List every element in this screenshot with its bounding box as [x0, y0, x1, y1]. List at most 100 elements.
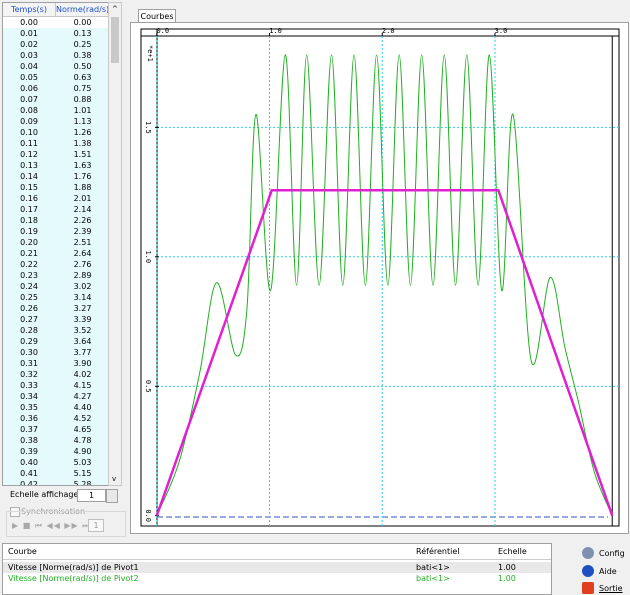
table-row[interactable]: 0.12 1.51 — [3, 149, 109, 160]
x-tick-label: 0.0 — [156, 27, 169, 35]
exit-button[interactable]: Sortie — [599, 584, 623, 593]
norm-cell: 3.64 — [73, 337, 92, 346]
table-row[interactable]: 0.39 4.90 — [3, 446, 109, 457]
table-row[interactable]: 0.22 2.76 — [3, 259, 109, 270]
norm-cell: 0.00 — [73, 18, 92, 27]
time-cell: 0.35 — [20, 403, 38, 412]
table-row[interactable]: 0.41 5.15 — [3, 468, 109, 479]
scale-cell: 1.00 — [498, 563, 516, 572]
norm-cell: 4.78 — [73, 436, 92, 445]
tab[interactable]: Courbes — [138, 9, 176, 23]
time-cell: 0.23 — [20, 271, 38, 280]
table-row[interactable]: 0.10 1.26 — [3, 127, 109, 138]
table-row[interactable]: 0.20 2.51 — [3, 237, 109, 248]
table-row[interactable]: 0.24 3.02 — [3, 281, 109, 292]
config-icon[interactable] — [582, 547, 594, 559]
norm-cell: 4.40 — [73, 403, 92, 412]
table-row[interactable]: 0.18 2.26 — [3, 215, 109, 226]
table-row[interactable]: 0.00 0.00 — [3, 17, 109, 28]
table-row[interactable]: 0.42 5.28 — [3, 479, 109, 486]
table-row[interactable]: 0.02 0.25 — [3, 39, 109, 50]
time-cell: 0.11 — [20, 139, 38, 148]
table-row[interactable]: 0.34 4.27 — [3, 391, 109, 402]
table-row[interactable]: 0.11 1.38 — [3, 138, 109, 149]
table-row[interactable]: 0.16 2.01 — [3, 193, 109, 204]
series-line — [155, 189, 614, 517]
norm-cell: 3.77 — [73, 348, 92, 357]
time-cell: 0.10 — [20, 128, 38, 137]
table-row[interactable]: 0.30 3.77 — [3, 347, 109, 358]
norm-cell: 4.27 — [73, 392, 92, 401]
config-button[interactable]: Config — [599, 549, 625, 558]
table-row[interactable]: 0.19 2.39 — [3, 226, 109, 237]
column-header[interactable]: Temps(s) — [3, 3, 56, 17]
table-row[interactable]: 0.06 0.75 — [3, 83, 109, 94]
time-cell: 0.26 — [20, 304, 38, 313]
legend-entry: Vitesse [Norme(rad/s)] de Pivot1 — [8, 563, 139, 572]
table-row[interactable]: 0.14 1.76 — [3, 171, 109, 182]
time-cell: 0.13 — [20, 161, 38, 170]
time-cell: 0.07 — [20, 95, 38, 104]
table-row[interactable]: 0.28 3.52 — [3, 325, 109, 336]
sync-checkbox[interactable] — [10, 507, 20, 517]
table-row[interactable]: 0.37 4.65 — [3, 424, 109, 435]
y-multiplier: *e+1 — [146, 45, 154, 62]
spinner[interactable] — [106, 489, 118, 503]
table-row[interactable]: 0.27 3.39 — [3, 314, 109, 325]
legend-header: Référentiel — [416, 547, 460, 556]
time-cell: 0.27 — [20, 315, 38, 324]
norm-cell: 3.52 — [73, 326, 92, 335]
table-row[interactable]: 0.35 4.40 — [3, 402, 109, 413]
table-row[interactable]: 0.03 0.38 — [3, 50, 109, 61]
norm-cell: 1.51 — [73, 150, 92, 159]
table-row[interactable]: 0.33 4.15 — [3, 380, 109, 391]
legend-table: Courbe Référentiel Echelle Vitesse [Norm… — [2, 543, 552, 595]
table-row[interactable]: 0.25 3.14 — [3, 292, 109, 303]
legend-entry: Vitesse [Norme(rad/s)] de Pivot2 — [8, 574, 139, 583]
table-row[interactable]: 0.32 4.02 — [3, 369, 109, 380]
table-row[interactable]: 0.29 3.64 — [3, 336, 109, 347]
table-row[interactable]: 0.08 1.01 — [3, 105, 109, 116]
table-row[interactable]: 0.21 2.64 — [3, 248, 109, 259]
time-cell: 0.14 — [20, 172, 38, 181]
table-row[interactable]: 0.23 2.89 — [3, 270, 109, 281]
player-controls[interactable]: ▶ ■ ⏮ ◀◀ ▶▶ ⏭ — [12, 521, 91, 530]
table-row[interactable]: 0.26 3.27 — [3, 303, 109, 314]
column-header[interactable]: Norme(rad/s) — [56, 3, 109, 17]
help-icon[interactable] — [582, 565, 594, 577]
table-row[interactable]: 0.17 2.14 — [3, 204, 109, 215]
frame-input[interactable]: 1 — [88, 519, 104, 532]
time-cell: 0.30 — [20, 348, 38, 357]
norm-cell: 0.75 — [73, 84, 92, 93]
table-row[interactable]: 0.01 0.13 — [3, 28, 109, 39]
norm-cell: 4.90 — [73, 447, 92, 456]
table-row[interactable]: 0.38 4.78 — [3, 435, 109, 446]
legend-row[interactable]: Vitesse [Norme(rad/s)] de Pivot1 bati<1> 1… — [3, 562, 551, 573]
scale-input[interactable]: 1 — [77, 489, 106, 502]
legend-row[interactable]: Vitesse [Norme(rad/s)] de Pivot2 bati<1> 1… — [3, 573, 551, 584]
table-row[interactable]: 0.07 0.88 — [3, 94, 109, 105]
norm-cell: 2.51 — [73, 238, 92, 247]
time-cell: 0.15 — [20, 183, 38, 192]
table-row[interactable]: 0.04 0.50 — [3, 61, 109, 72]
time-cell: 0.28 — [20, 326, 38, 335]
scrollbar[interactable]: ^ v — [108, 2, 122, 486]
time-cell: 0.36 — [20, 414, 38, 423]
table-row[interactable]: 0.36 4.52 — [3, 413, 109, 424]
norm-cell: 0.63 — [73, 73, 92, 82]
help-button[interactable]: Aide — [599, 567, 617, 576]
table-row[interactable]: 0.15 1.88 — [3, 182, 109, 193]
time-cell: 0.31 — [20, 359, 38, 368]
exit-icon[interactable] — [582, 582, 594, 594]
table-row[interactable]: 0.40 5.03 — [3, 457, 109, 468]
time-cell: 0.42 — [20, 480, 38, 486]
time-cell: 0.39 — [20, 447, 38, 456]
table-row[interactable]: 0.09 1.13 — [3, 116, 109, 127]
norm-cell: 0.25 — [73, 40, 92, 49]
norm-cell: 2.64 — [73, 249, 92, 258]
norm-cell: 0.50 — [73, 62, 92, 71]
table-row[interactable]: 0.31 3.90 — [3, 358, 109, 369]
table-row[interactable]: 0.13 1.63 — [3, 160, 109, 171]
table-row[interactable]: 0.05 0.63 — [3, 72, 109, 83]
time-cell: 0.12 — [20, 150, 38, 159]
